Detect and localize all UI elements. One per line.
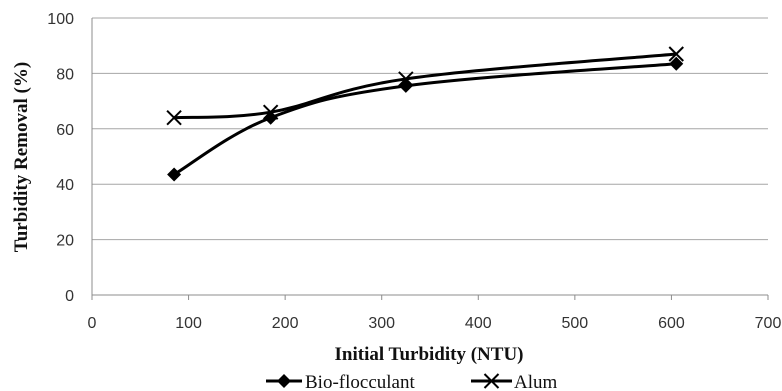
legend: Bio-flocculant Alum: [266, 372, 558, 391]
series-line-alum: [174, 52, 677, 120]
data-point-bio-flocculant: [167, 167, 182, 182]
legend-label: Bio-flocculant: [305, 372, 415, 391]
y-tick-label: 20: [56, 233, 74, 250]
data-point-alum: [398, 71, 414, 87]
x-tick-label: 600: [658, 315, 685, 332]
x-tick-label: 100: [175, 315, 202, 332]
gridlines: [92, 17, 768, 241]
legend-marker-stroke-b: [483, 373, 500, 389]
legend-item-alum: Alum: [471, 372, 558, 391]
data-point-alum: [668, 46, 684, 62]
x-tick-label: 0: [88, 315, 97, 332]
data-point-alum: [166, 110, 182, 126]
y-tick-labels: 0 20 40 60 80 100: [47, 11, 74, 305]
y-tick-label: 60: [56, 122, 74, 139]
legend-marker: [277, 374, 291, 388]
y-tick-label: 100: [47, 11, 74, 28]
y-tick-label: 80: [56, 66, 74, 83]
legend-marker: [483, 373, 500, 389]
x-tick-label: 500: [562, 315, 589, 332]
y-axis-title: Turbidity Removal (%): [11, 62, 32, 252]
y-tick-label: 0: [65, 288, 74, 305]
data-point-alum-stroke-b: [398, 71, 414, 87]
series-lines: [173, 52, 677, 176]
series-markers: [166, 46, 684, 182]
legend-item-bio-flocculant: Bio-flocculant: [266, 372, 415, 391]
x-tick-label: 700: [755, 315, 782, 332]
x-tick-label: 400: [465, 315, 492, 332]
x-tick-labels: 0 100 200 300 400 500 600 700: [88, 315, 782, 332]
data-point-bio-flocculant: [669, 56, 684, 71]
series-line-bio-flocculant: [173, 62, 677, 176]
legend-label: Alum: [514, 372, 558, 391]
x-tick-label: 200: [272, 315, 299, 332]
data-point-alum-stroke-b: [166, 110, 182, 126]
data-point-bio-flocculant: [263, 110, 278, 125]
data-point-alum: [262, 104, 279, 120]
axes: [91, 18, 769, 300]
data-point-alum-stroke-b: [262, 104, 279, 120]
x-tick-label: 300: [368, 315, 395, 332]
y-tick-label: 40: [56, 177, 74, 194]
data-point-alum-stroke-b: [668, 46, 684, 62]
x-axis-title: Initial Turbidity (NTU): [335, 344, 524, 365]
